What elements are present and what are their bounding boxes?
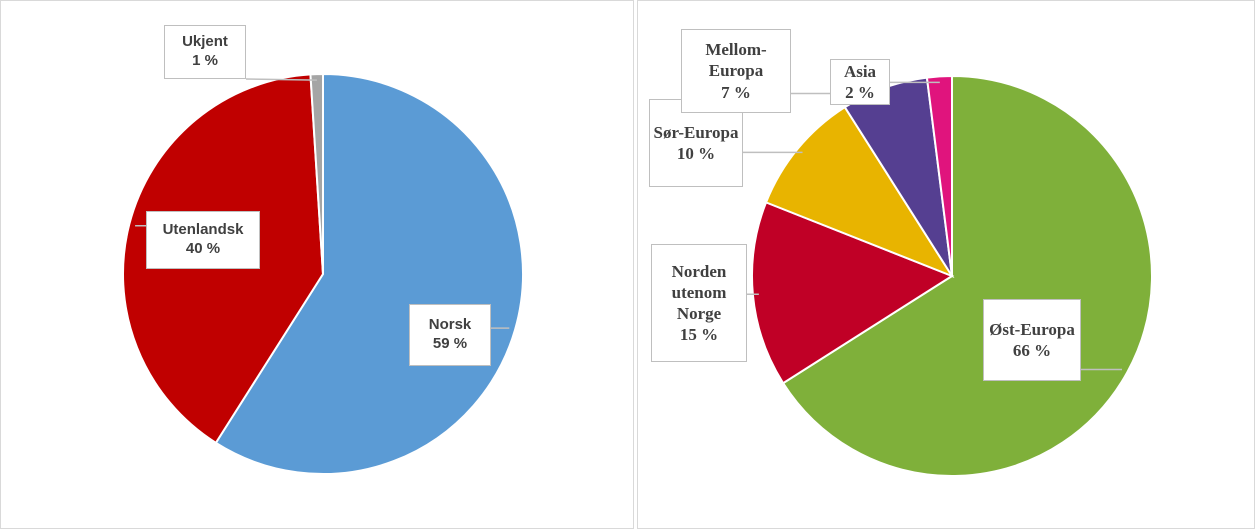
- data-label: Norsk 59 %: [409, 304, 491, 366]
- label-value: 10 %: [676, 144, 716, 163]
- label-value: 40 %: [185, 240, 221, 257]
- pie-slice: [309, 72, 324, 275]
- pie-chart: [122, 72, 524, 475]
- label-name: Utenlandsk: [162, 221, 244, 239]
- label-name: Sør-Europa: [653, 122, 739, 142]
- pie-slice: [925, 74, 953, 277]
- label-value: 66 %: [1012, 341, 1052, 360]
- data-label: Mellom-Europa 7 %: [681, 29, 791, 113]
- leader-line: [245, 78, 317, 81]
- data-label: Øst-Europa 66 %: [983, 299, 1081, 381]
- data-label: Norden utenom Norge 15 %: [651, 244, 747, 362]
- pie-slice: [214, 72, 524, 475]
- pie-slice: [764, 105, 955, 279]
- label-value: 15 %: [679, 325, 719, 345]
- label-value: 59 %: [432, 335, 468, 352]
- data-label: Asia 2 %: [830, 59, 890, 105]
- data-label: Utenlandsk 40 %: [146, 211, 260, 269]
- label-name: Ukjent: [182, 33, 228, 51]
- label-name: Mellom-Europa: [705, 40, 767, 81]
- data-label: Ukjent 1 %: [164, 25, 246, 79]
- label-name: Asia: [843, 61, 877, 81]
- label-value: 1 %: [192, 52, 218, 69]
- chart-panel: Norsk 59 % Utenlandsk 40 % Ukjent 1 %: [0, 0, 634, 529]
- label-value: 7 %: [721, 82, 751, 102]
- label-value: 2 %: [845, 83, 875, 102]
- data-label: Sør-Europa 10 %: [649, 99, 743, 187]
- chart-panel: Øst-Europa 66 % Norden utenom Norge 15 % Sør…: [637, 0, 1255, 529]
- label-name: Norden utenom Norge: [671, 261, 727, 324]
- label-name: Øst-Europa: [989, 319, 1075, 339]
- label-name: Norsk: [428, 316, 472, 334]
